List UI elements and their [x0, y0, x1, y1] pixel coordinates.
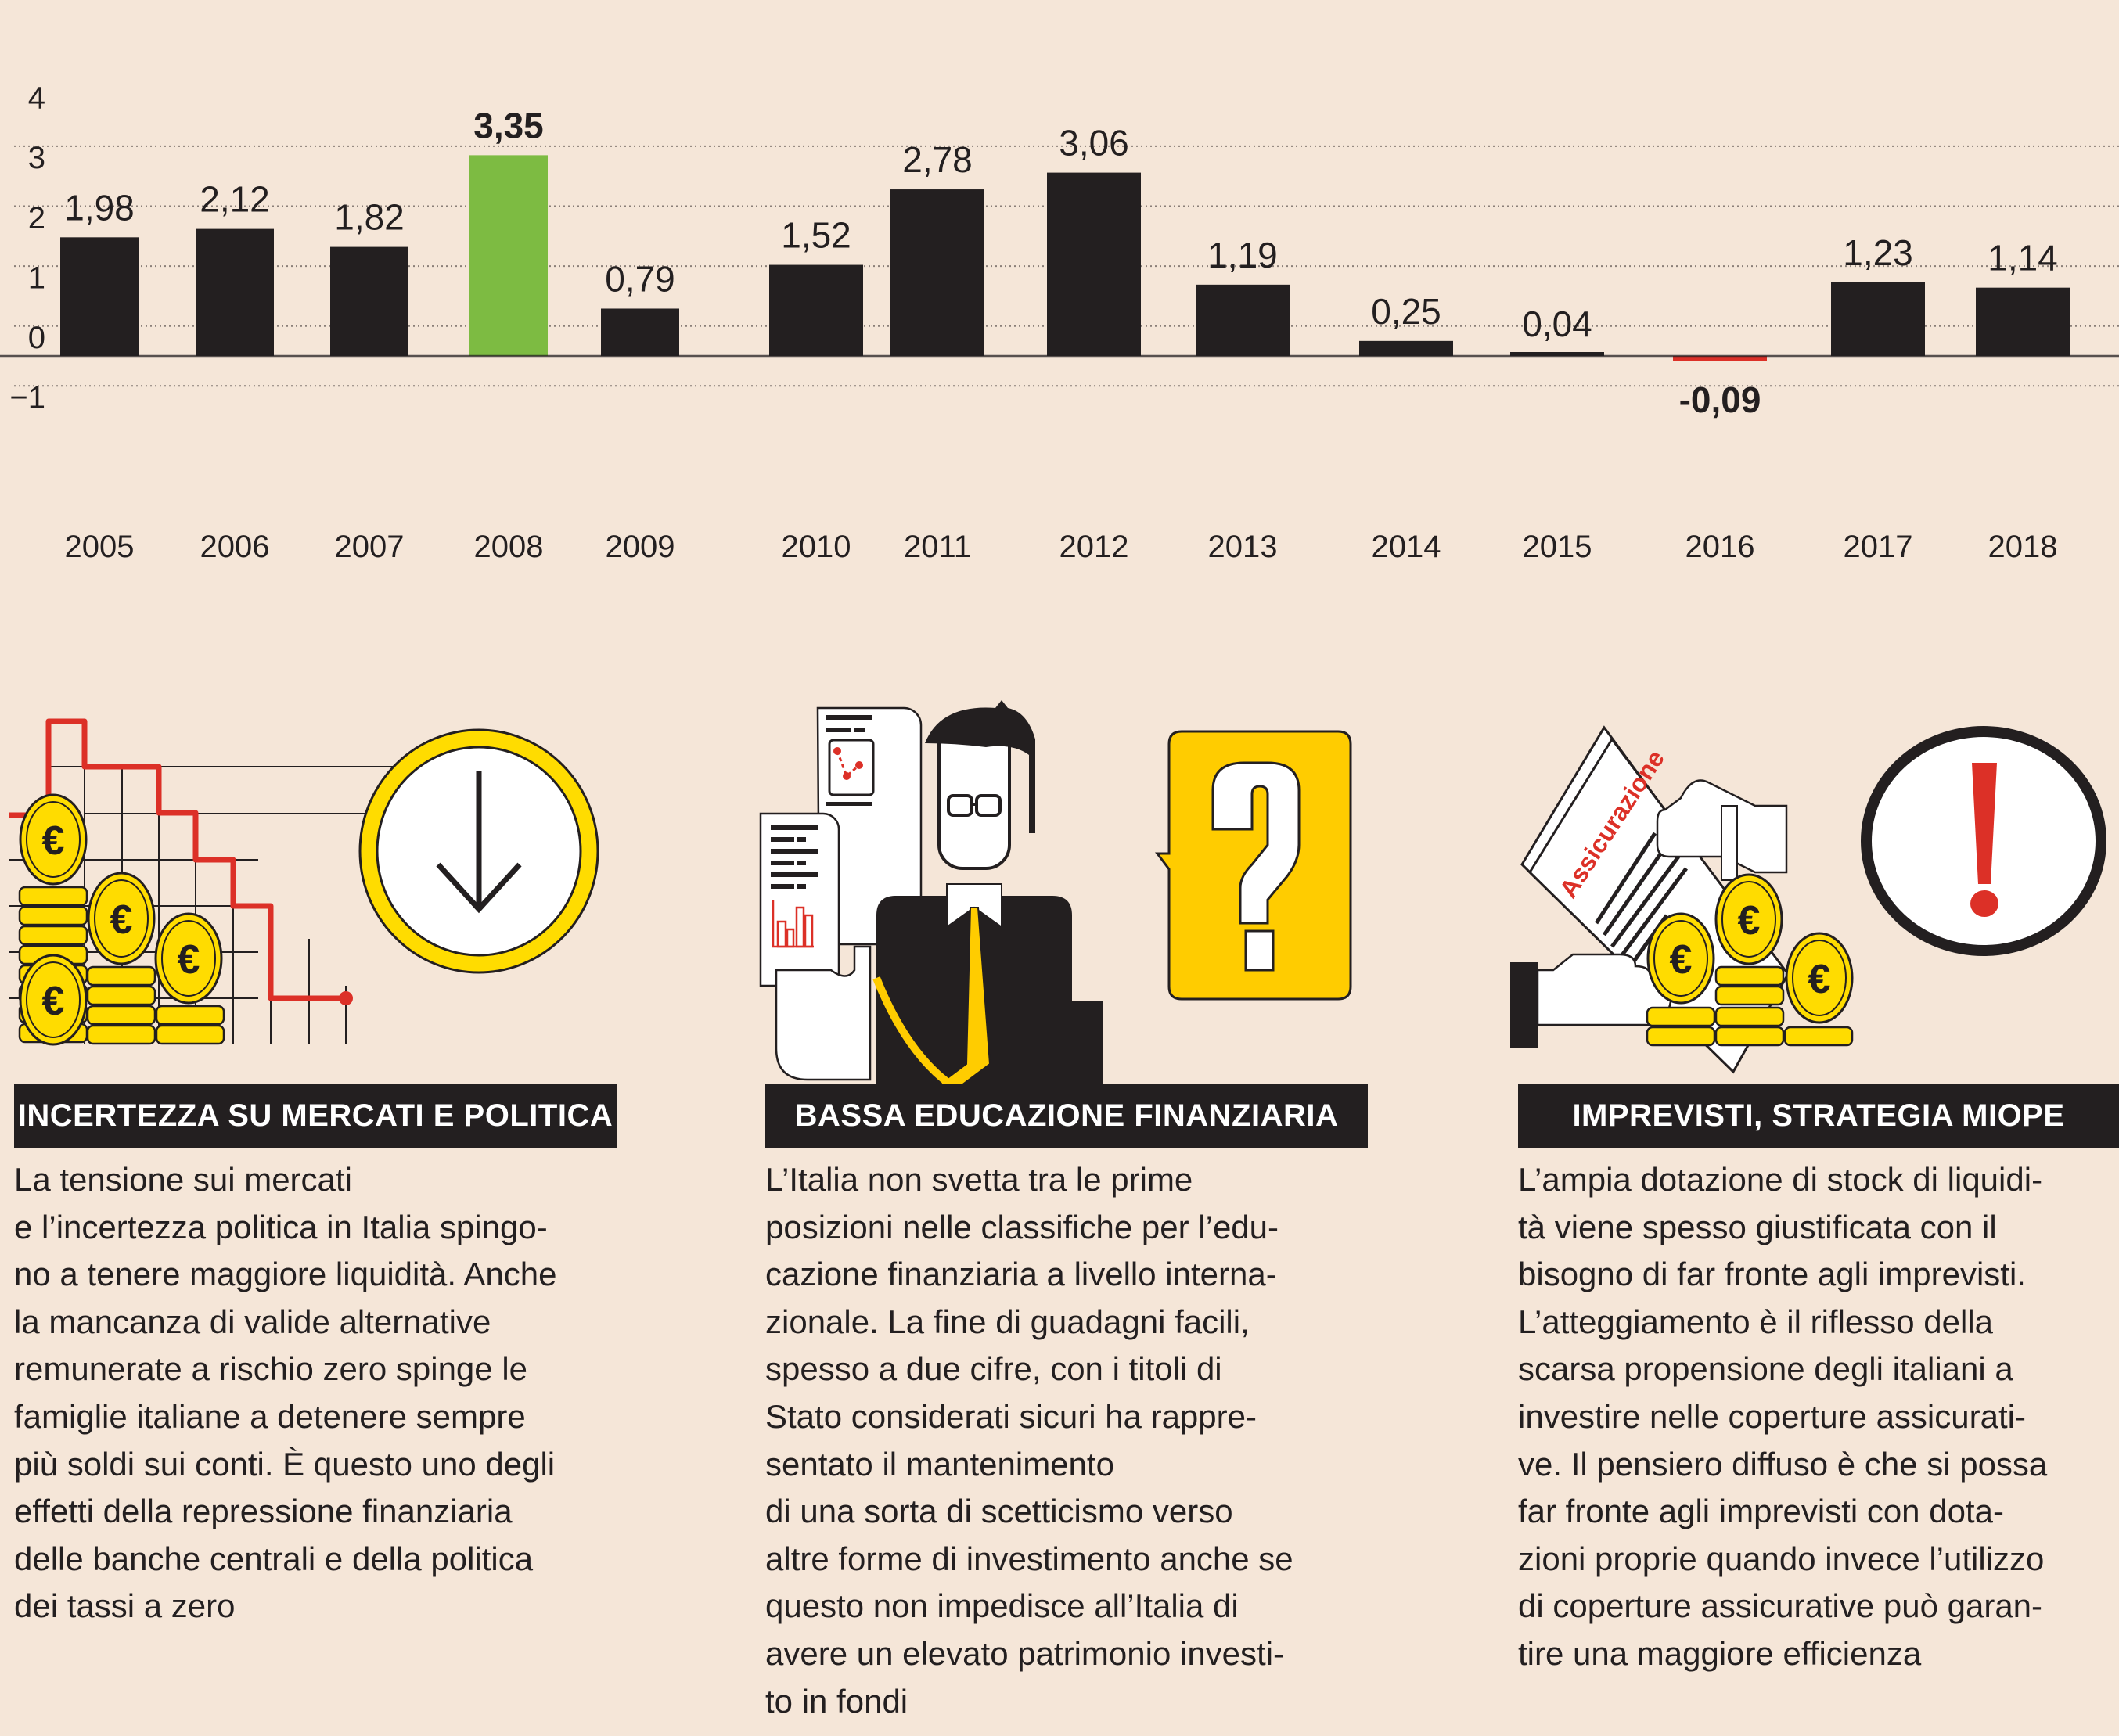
euro-coin-icon: € — [1714, 873, 1783, 965]
svg-text:€: € — [42, 979, 65, 1024]
y-axis-ticks: 4 3 2 1 0 −1 — [9, 81, 45, 415]
x-tick-label-2010: 2010 — [782, 530, 851, 564]
warning-circle-icon — [1861, 726, 2106, 956]
column-body-text: L’Italia non svetta tra le prime posizio… — [765, 1161, 1293, 1720]
value-label-2006: 2,12 — [200, 179, 270, 220]
trend-end-dot-icon — [339, 991, 353, 1005]
document-icon — [759, 812, 840, 987]
euro-coin-icon: € — [19, 793, 88, 886]
value-labels: 1,98 2,12 1,82 3,35 0,79 1,52 2,78 3,06 1,19 0,25… — [64, 105, 2058, 420]
value-label-2011: 2,78 — [902, 139, 973, 180]
bar-2015 — [1510, 352, 1604, 356]
value-label-2017: 1,23 — [1843, 232, 1913, 273]
value-label-2007: 1,82 — [334, 197, 405, 238]
euro-coin-icon: € — [154, 912, 223, 1005]
confused-man-illustration — [759, 700, 1352, 1087]
bar-2011 — [890, 189, 984, 356]
bar-2005 — [60, 237, 139, 356]
x-tick-label-2008: 2008 — [474, 530, 544, 564]
bar-2007 — [330, 246, 408, 356]
bar-2012 — [1047, 172, 1141, 356]
svg-text:€: € — [1670, 937, 1693, 983]
y-tick-label: 1 — [28, 261, 45, 295]
question-bubble-icon — [1155, 730, 1352, 1001]
x-tick-label-2005: 2005 — [65, 530, 135, 564]
bar-2008 — [469, 155, 548, 356]
svg-text:€: € — [42, 818, 65, 864]
bar-2016 — [1673, 356, 1767, 361]
falling-trend-line-icon — [9, 718, 346, 1001]
bar-chart: 4 3 2 1 0 −1 1,98 2,12 1,82 3,35 0,79 1,52 2,78 3,06… — [0, 81, 2119, 564]
x-tick-label-2017: 2017 — [1844, 530, 1913, 564]
column-body-text: L’ampia dotazione di stock di liquidi- t… — [1518, 1161, 2048, 1672]
insurance-illustration: Assicurazione € € € — [1510, 725, 2106, 1074]
svg-text:€: € — [1738, 898, 1761, 943]
bar-2006 — [196, 228, 274, 356]
bar-2018 — [1976, 287, 2070, 356]
value-label-2005: 1,98 — [64, 187, 135, 228]
x-tick-label-2013: 2013 — [1208, 530, 1278, 564]
x-tick-label-2009: 2009 — [606, 530, 675, 564]
value-label-2016: -0,09 — [1679, 379, 1761, 420]
value-label-2008: 3,35 — [473, 105, 544, 146]
x-tick-label-2007: 2007 — [335, 530, 405, 564]
svg-text:€: € — [110, 897, 133, 943]
value-label-2013: 1,19 — [1207, 235, 1278, 275]
y-tick-label: 0 — [28, 321, 45, 355]
y-tick-label: 3 — [28, 141, 45, 175]
x-tick-label-2011: 2011 — [904, 530, 971, 564]
bar-2014 — [1359, 340, 1453, 356]
document-icon — [816, 706, 923, 946]
coin-stacks-icon — [1646, 965, 1854, 1047]
value-label-2010: 1,52 — [781, 215, 851, 256]
bar-2009 — [601, 308, 679, 356]
x-tick-label-2016: 2016 — [1685, 530, 1755, 564]
value-label-2014: 0,25 — [1371, 291, 1441, 332]
column-body-text: La tensione sui mercati e l’incertezza p… — [14, 1161, 557, 1625]
euro-coin-icon: € — [1785, 932, 1854, 1024]
hand-icon — [775, 945, 872, 1081]
x-tick-label-2015: 2015 — [1523, 530, 1592, 564]
column-title: IMPREVISTI, STRATEGIA MIOPE — [1518, 1084, 2119, 1148]
column-title: BASSA EDUCAZIONE FINANZIARIA — [765, 1084, 1368, 1148]
euro-coin-icon: € — [1646, 912, 1715, 1005]
sleeve-icon — [1510, 962, 1538, 1048]
bar-2010 — [769, 264, 863, 356]
y-tick-label: −1 — [9, 381, 45, 415]
euro-coin-icon: € — [87, 872, 156, 965]
value-label-2018: 1,14 — [1988, 238, 2058, 279]
value-label-2015: 0,04 — [1522, 304, 1592, 344]
x-tick-label-2012: 2012 — [1060, 530, 1129, 564]
chart-bars — [60, 155, 2070, 361]
y-tick-label: 2 — [28, 201, 45, 235]
svg-text:€: € — [178, 937, 200, 983]
bar-2017 — [1831, 282, 1925, 356]
sleeve-icon — [1721, 805, 1738, 881]
y-tick-label: 4 — [28, 81, 45, 116]
bar-2013 — [1196, 284, 1290, 356]
column-title: INCERTEZZA SU MERCATI E POLITICA — [14, 1084, 617, 1148]
value-label-2009: 0,79 — [605, 258, 675, 299]
euro-coin-icon: € — [19, 954, 88, 1046]
value-label-2012: 3,06 — [1059, 123, 1129, 164]
down-arrow-coin-icon — [358, 728, 599, 974]
x-axis-ticks: 2005 2006 2007 2008 2009 2010 2011 2012 2013 2014… — [65, 530, 2058, 564]
x-tick-label-2018: 2018 — [1988, 530, 2058, 564]
x-tick-label-2014: 2014 — [1372, 530, 1441, 564]
svg-text:€: € — [1808, 957, 1831, 1002]
man-figure-icon — [872, 700, 1103, 1087]
x-tick-label-2006: 2006 — [200, 530, 270, 564]
euro-coins-falling-chart-illustration: € € € € — [9, 718, 599, 1046]
